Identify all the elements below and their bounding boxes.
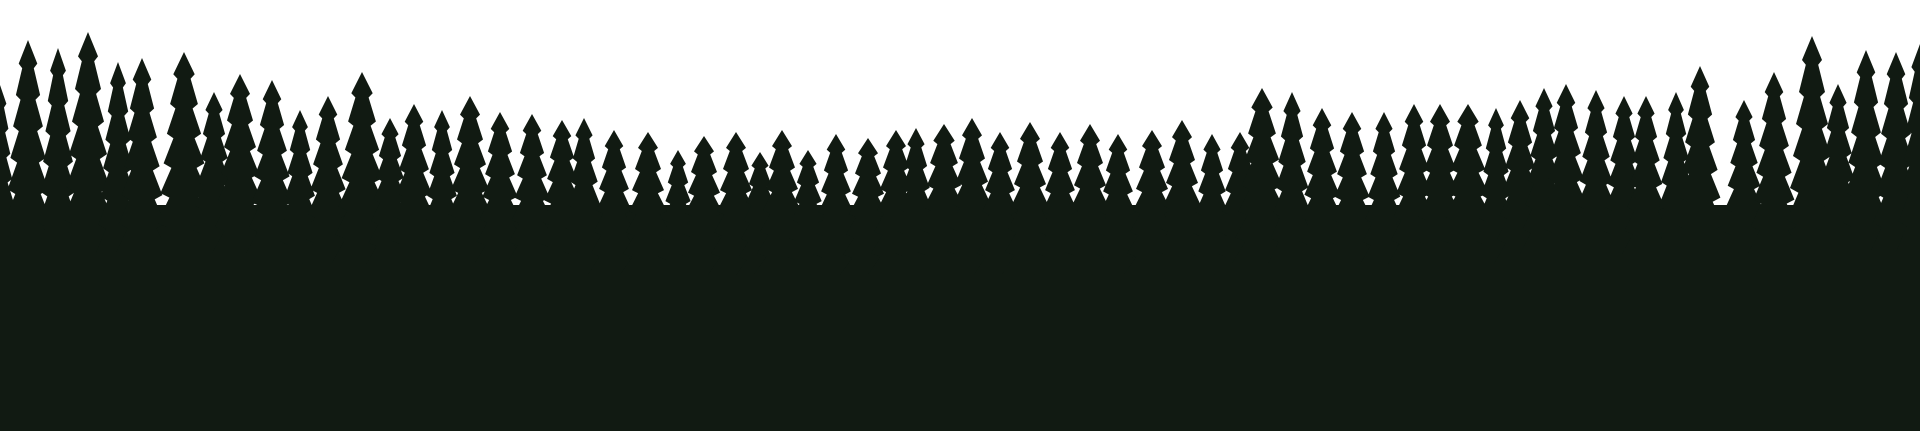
- tree-silhouette: [474, 112, 526, 290]
- tree-silhouette: [420, 110, 464, 290]
- tree-silhouette: [0, 85, 18, 280]
- tree-group: [0, 32, 1920, 300]
- tree-silhouette: [1188, 134, 1236, 300]
- tree-silhouette: [676, 136, 732, 300]
- tree-silhouette: [1622, 96, 1670, 280]
- tree-silhouette: [1296, 108, 1348, 290]
- tree-silhouette: [1092, 134, 1144, 300]
- tree-silhouette: [588, 130, 640, 300]
- tree-silhouette: [506, 114, 558, 290]
- tree-silhouette: [278, 110, 322, 290]
- tree-silhouette: [1360, 112, 1408, 290]
- tree-silhouette: [1720, 100, 1768, 280]
- tree-silhouette: [302, 96, 354, 290]
- tree-silhouette: [1326, 112, 1378, 290]
- tree-silhouette: [116, 58, 168, 280]
- tree-silhouette: [246, 80, 298, 280]
- tree-silhouette: [1674, 66, 1726, 280]
- tree-silhouette: [810, 134, 862, 300]
- tree-silhouette: [1896, 44, 1920, 280]
- tree-silhouette: [1748, 72, 1800, 280]
